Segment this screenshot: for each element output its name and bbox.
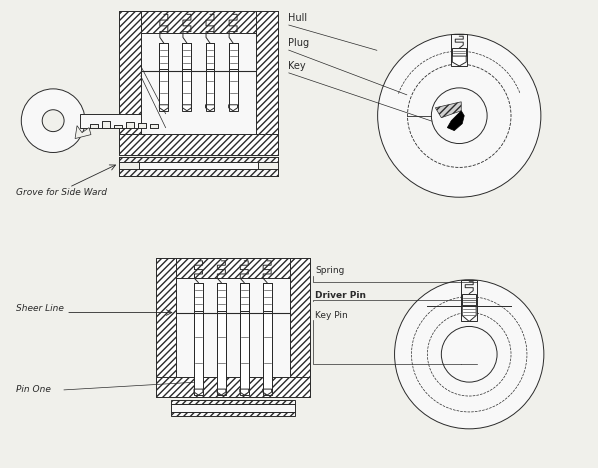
Bar xyxy=(206,43,215,69)
Bar xyxy=(228,69,237,105)
Polygon shape xyxy=(263,389,271,395)
Bar xyxy=(194,283,203,395)
Bar xyxy=(80,114,166,128)
Bar xyxy=(206,43,215,111)
Polygon shape xyxy=(159,105,168,111)
Bar xyxy=(217,283,226,395)
Bar xyxy=(90,124,98,128)
Polygon shape xyxy=(194,389,203,395)
Text: Spring: Spring xyxy=(315,266,344,275)
Circle shape xyxy=(407,64,511,168)
Bar xyxy=(256,11,278,155)
Polygon shape xyxy=(182,105,191,111)
Bar xyxy=(139,157,258,168)
Bar xyxy=(206,69,215,105)
Bar xyxy=(194,283,203,311)
Polygon shape xyxy=(240,389,249,395)
Bar xyxy=(176,278,290,377)
Polygon shape xyxy=(452,56,466,66)
Bar xyxy=(228,43,237,69)
Bar xyxy=(155,258,310,397)
Polygon shape xyxy=(206,105,215,111)
Text: Driver Pin: Driver Pin xyxy=(315,291,366,300)
Circle shape xyxy=(42,110,64,132)
Bar xyxy=(240,311,249,389)
Bar xyxy=(138,123,146,128)
Bar xyxy=(194,311,203,389)
Text: Hull: Hull xyxy=(288,13,307,23)
Bar xyxy=(139,162,258,169)
Bar xyxy=(119,169,278,176)
Bar xyxy=(155,258,176,397)
Bar xyxy=(114,124,122,128)
Bar xyxy=(452,48,466,56)
Bar xyxy=(240,283,249,311)
Bar xyxy=(155,258,310,278)
Bar xyxy=(159,43,168,111)
Bar xyxy=(182,69,191,105)
Bar xyxy=(462,293,476,306)
Text: Pin One: Pin One xyxy=(16,385,51,394)
Bar xyxy=(119,157,278,162)
Bar xyxy=(451,34,467,66)
Bar xyxy=(263,311,271,389)
Polygon shape xyxy=(462,306,476,322)
Text: Plug: Plug xyxy=(288,38,309,48)
Bar xyxy=(217,311,226,389)
Circle shape xyxy=(395,280,544,429)
Text: Key Pin: Key Pin xyxy=(315,310,347,320)
Bar xyxy=(155,377,310,397)
Polygon shape xyxy=(217,389,226,395)
Bar xyxy=(159,43,168,69)
Bar xyxy=(263,283,271,395)
Bar xyxy=(119,11,278,155)
Text: Grove for Side Ward: Grove for Side Ward xyxy=(16,188,107,197)
Text: Key: Key xyxy=(288,61,306,71)
Bar xyxy=(170,404,295,412)
Bar xyxy=(126,122,134,128)
Bar xyxy=(119,133,278,155)
Bar xyxy=(102,121,110,128)
Polygon shape xyxy=(75,125,91,139)
Polygon shape xyxy=(435,102,461,117)
Bar xyxy=(461,280,477,322)
Circle shape xyxy=(441,327,497,382)
Bar xyxy=(228,43,237,111)
Circle shape xyxy=(431,88,487,144)
Bar xyxy=(141,33,256,133)
Bar xyxy=(240,283,249,395)
Bar xyxy=(170,400,295,416)
Text: Sheer Line: Sheer Line xyxy=(16,304,64,313)
Bar xyxy=(263,283,271,311)
Bar xyxy=(150,124,158,128)
Bar xyxy=(159,69,168,105)
Bar xyxy=(182,43,191,111)
Bar xyxy=(290,258,310,397)
Bar xyxy=(217,283,226,311)
Bar xyxy=(182,43,191,69)
Circle shape xyxy=(22,89,85,153)
Bar xyxy=(119,11,278,33)
Polygon shape xyxy=(228,105,237,111)
Polygon shape xyxy=(447,111,464,131)
Circle shape xyxy=(377,34,541,197)
Bar xyxy=(119,11,141,155)
